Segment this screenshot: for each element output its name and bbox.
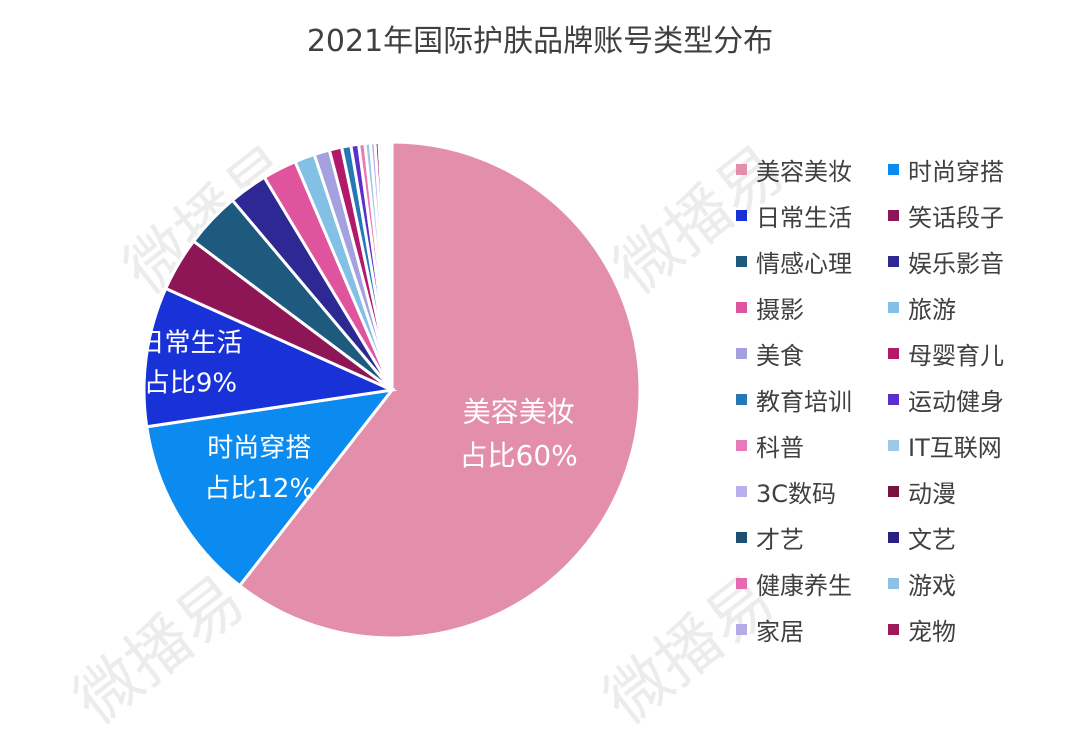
data-label-1-line-0: 时尚穿搭 bbox=[207, 434, 311, 464]
data-label-2-line-0: 日常生活 bbox=[139, 328, 243, 358]
pie-slice-21 bbox=[389, 140, 394, 391]
pie-slice-0 bbox=[237, 140, 642, 640]
legend-label-1: 时尚穿搭 bbox=[908, 157, 1004, 186]
legend-swatch-16 bbox=[736, 531, 747, 543]
legend-label-21: 宠物 bbox=[908, 617, 956, 646]
legend-item-6: 摄影 bbox=[736, 284, 888, 330]
legend-swatch-19 bbox=[888, 577, 899, 589]
legend-swatch-4 bbox=[736, 255, 747, 267]
legend-label-4: 情感心理 bbox=[756, 249, 852, 278]
legend-swatch-12 bbox=[736, 439, 747, 451]
legend-item-16: 才艺 bbox=[736, 514, 888, 560]
legend-item-15: 动漫 bbox=[888, 468, 1048, 514]
legend-swatch-7 bbox=[888, 301, 899, 313]
legend-label-13: IT互联网 bbox=[908, 433, 1002, 462]
legend-swatch-9 bbox=[888, 347, 899, 359]
legend-label-0: 美容美妆 bbox=[756, 157, 852, 186]
data-label-1-line-1: 占比12% bbox=[204, 474, 314, 504]
pie-slice-2 bbox=[142, 286, 398, 429]
legend-label-20: 家居 bbox=[756, 617, 804, 646]
legend-swatch-8 bbox=[736, 347, 747, 359]
legend-swatch-20 bbox=[736, 623, 747, 635]
data-label-2-line-1: 占比9% bbox=[144, 369, 237, 399]
legend-item-8: 美食 bbox=[736, 330, 888, 376]
legend-label-3: 笑话段子 bbox=[908, 203, 1004, 232]
legend-label-2: 日常生活 bbox=[756, 203, 852, 232]
legend-label-10: 教育培训 bbox=[756, 387, 852, 416]
legend-swatch-3 bbox=[888, 209, 899, 221]
legend-label-9: 母婴育儿 bbox=[908, 341, 1004, 370]
legend-label-7: 旅游 bbox=[908, 295, 956, 324]
legend-label-15: 动漫 bbox=[908, 479, 956, 508]
legend-swatch-2 bbox=[736, 209, 747, 221]
legend-swatch-11 bbox=[888, 393, 899, 405]
legend-item-2: 日常生活 bbox=[736, 192, 888, 238]
legend-item-4: 情感心理 bbox=[736, 238, 888, 284]
legend-label-18: 健康养生 bbox=[756, 571, 852, 600]
legend-item-13: IT互联网 bbox=[888, 422, 1048, 468]
legend-swatch-13 bbox=[888, 439, 899, 451]
legend-swatch-1 bbox=[888, 163, 899, 175]
legend-item-7: 旅游 bbox=[888, 284, 1048, 330]
pie-slice-1 bbox=[145, 387, 396, 588]
legend-label-6: 摄影 bbox=[756, 295, 804, 324]
legend-label-12: 科普 bbox=[756, 433, 804, 462]
legend-item-0: 美容美妆 bbox=[736, 146, 888, 192]
legend-swatch-17 bbox=[888, 531, 899, 543]
legend-item-19: 游戏 bbox=[888, 560, 1048, 606]
legend-swatch-10 bbox=[736, 393, 747, 405]
legend-label-19: 游戏 bbox=[908, 571, 956, 600]
legend-swatch-18 bbox=[736, 577, 747, 589]
legend-swatch-5 bbox=[888, 255, 899, 267]
legend-item-12: 科普 bbox=[736, 422, 888, 468]
legend-swatch-14 bbox=[736, 485, 747, 497]
legend-item-21: 宠物 bbox=[888, 606, 1048, 652]
legend-item-10: 教育培训 bbox=[736, 376, 888, 422]
legend-item-17: 文艺 bbox=[888, 514, 1048, 560]
legend-label-5: 娱乐影音 bbox=[908, 249, 1004, 278]
legend-item-20: 家居 bbox=[736, 606, 888, 652]
legend-swatch-6 bbox=[736, 301, 747, 313]
legend-item-1: 时尚穿搭 bbox=[888, 146, 1048, 192]
legend-swatch-21 bbox=[888, 623, 899, 635]
chart-title: 2021年国际护肤品牌账号类型分布 bbox=[306, 24, 774, 59]
legend-item-14: 3C数码 bbox=[736, 468, 888, 514]
legend-swatch-0 bbox=[736, 163, 747, 175]
legend-label-11: 运动健身 bbox=[908, 387, 1004, 416]
legend-item-11: 运动健身 bbox=[888, 376, 1048, 422]
legend-swatch-15 bbox=[888, 485, 899, 497]
legend-label-17: 文艺 bbox=[908, 525, 956, 554]
legend-item-18: 健康养生 bbox=[736, 560, 888, 606]
data-label-0-line-0: 美容美妆 bbox=[463, 396, 575, 429]
legend-item-5: 娱乐影音 bbox=[888, 238, 1048, 284]
legend: 美容美妆 时尚穿搭日常生活 笑话段子情感心理 娱乐影音摄影 旅游美食 母婴育儿教育培训 运动… bbox=[736, 146, 1056, 652]
legend-label-8: 美食 bbox=[756, 341, 804, 370]
legend-label-14: 3C数码 bbox=[756, 479, 837, 508]
legend-item-3: 笑话段子 bbox=[888, 192, 1048, 238]
legend-label-16: 才艺 bbox=[756, 525, 804, 554]
data-label-0-line-1: 占比60% bbox=[460, 439, 578, 472]
legend-item-9: 母婴育儿 bbox=[888, 330, 1048, 376]
